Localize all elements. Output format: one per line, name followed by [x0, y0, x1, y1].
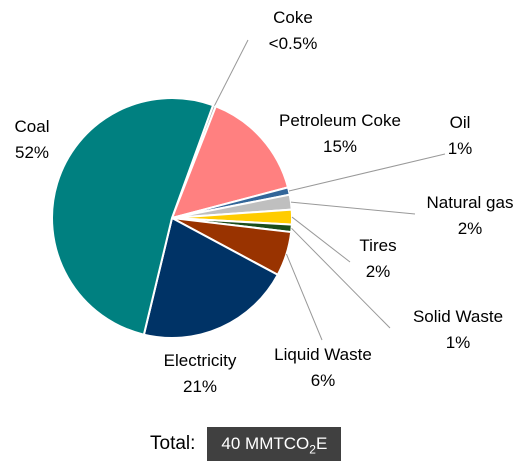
pie-slice-coal [51, 97, 215, 336]
total-value-subscript: 2 [309, 442, 316, 457]
slice-label-electricity: Electricity [164, 351, 237, 370]
slice-label-solid-waste: Solid Waste [413, 307, 503, 326]
slice-value-natural-gas: 2% [458, 219, 483, 238]
slice-label-oil: Oil [450, 113, 471, 132]
total-value: 40 MMTCO2E [207, 427, 342, 461]
slice-value-liquid-waste: 6% [311, 371, 336, 390]
total-value-suffix: E [315, 434, 328, 453]
slice-value-petroleum-coke: 15% [323, 137, 357, 156]
slice-value-coal: 52% [15, 143, 49, 162]
slice-label-natural-gas: Natural gas [427, 193, 514, 212]
leader-line-tires [291, 216, 351, 263]
leader-line-natural-gas [290, 201, 416, 215]
slice-label-petroleum-coke: Petroleum Coke [279, 111, 401, 130]
total-row: Total: 40 MMTCO2E [150, 427, 342, 461]
slice-label-coke: Coke [273, 8, 313, 27]
slice-value-electricity: 21% [183, 377, 217, 396]
slice-value-tires: 2% [366, 262, 391, 281]
slice-value-coke: <0.5% [269, 34, 318, 53]
slice-value-oil: 1% [448, 139, 473, 158]
total-value-prefix: 40 MMTCO [221, 434, 310, 453]
slice-label-tires: Tires [359, 236, 396, 255]
slice-label-liquid-waste: Liquid Waste [274, 345, 372, 364]
leader-line-coke [214, 39, 249, 106]
leader-line-oil [288, 153, 446, 192]
slice-label-coal: Coal [15, 117, 50, 136]
pie-slice-electricity [142, 216, 280, 339]
total-label: Total: [150, 433, 196, 454]
pie-slice-petroleum-coke [170, 105, 290, 220]
leader-line-liquid-waste [285, 253, 323, 341]
leader-line-solid-waste [291, 227, 391, 329]
slice-value-solid-waste: 1% [446, 333, 471, 352]
